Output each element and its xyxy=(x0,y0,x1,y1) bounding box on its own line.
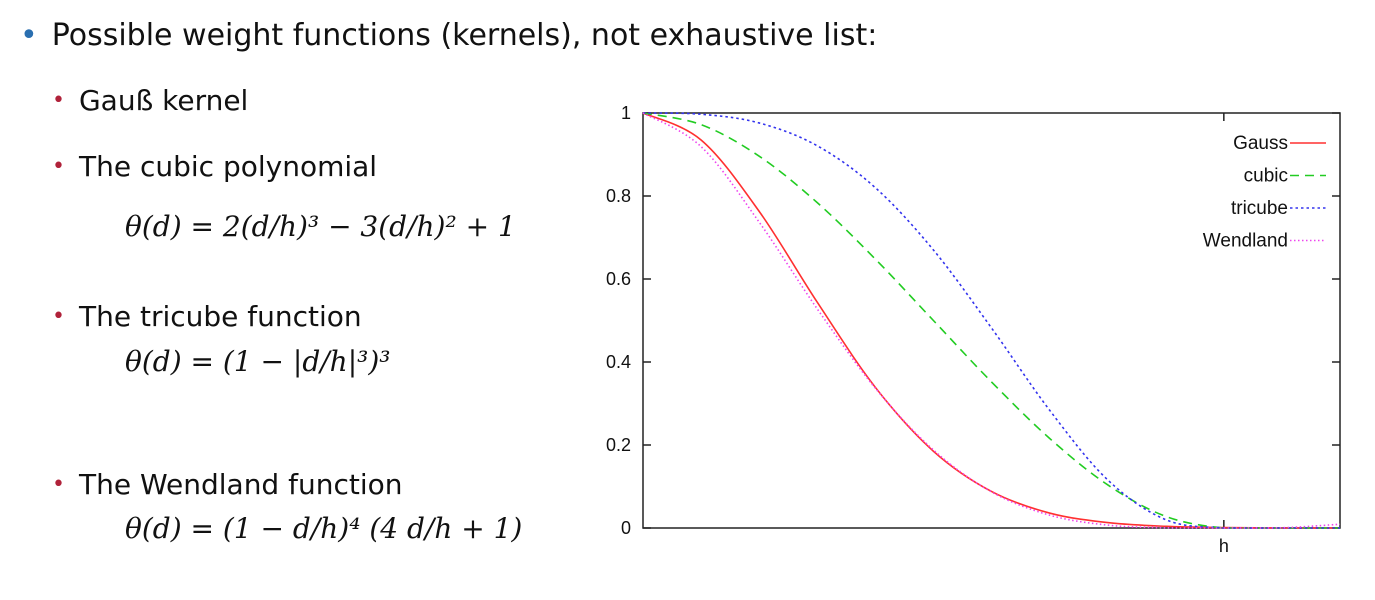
series-line-cubic xyxy=(642,112,1340,529)
y-tick-label: 0.4 xyxy=(606,352,631,372)
series-line-gauss xyxy=(642,112,1340,529)
heading: Possible weight functions (kernels), not… xyxy=(51,18,878,53)
item-label: The cubic polynomial xyxy=(78,150,378,183)
item-label: The tricube function xyxy=(78,300,362,333)
y-tick-label: 1 xyxy=(621,103,631,123)
y-tick-label: 0.6 xyxy=(606,269,631,289)
bullet-icon: • xyxy=(52,472,65,497)
item-wendland: • The Wendland function xyxy=(52,468,403,501)
legend-label-cubic: cubic xyxy=(1244,166,1288,187)
item-gauss: • Gauß kernel xyxy=(52,84,248,117)
item-label: Gauß kernel xyxy=(78,84,249,117)
formula-tricube: θ(d) = (1 − |d/h|³)³ xyxy=(125,345,391,378)
bullet-icon: • xyxy=(52,154,65,179)
series-line-wendland xyxy=(642,112,1341,529)
item-tricube: • The tricube function xyxy=(52,300,362,333)
y-tick-label: 0.2 xyxy=(606,435,631,455)
legend-label-tricube: tricube xyxy=(1231,198,1288,219)
item-cubic: • The cubic polynomial xyxy=(52,150,377,183)
legend-label-wendland: Wendland xyxy=(1203,231,1288,252)
y-tick-label: 0.8 xyxy=(606,186,631,206)
x-tick-label: h xyxy=(1219,536,1229,556)
formula-cubic: θ(d) = 2(d/h)³ − 3(d/h)² + 1 xyxy=(125,210,516,243)
bullet-icon: • xyxy=(20,18,38,53)
y-tick-label: 0 xyxy=(621,518,631,538)
legend-label-gauss: Gauss xyxy=(1233,133,1288,154)
bullet-icon: • xyxy=(52,88,65,113)
series-line-tricube xyxy=(642,112,1340,529)
formula-wendland: θ(d) = (1 − d/h)⁴ (4 d/h + 1) xyxy=(125,512,523,545)
item-label: The Wendland function xyxy=(78,468,403,501)
bullet-icon: • xyxy=(52,304,65,329)
heading-bullet: • Possible weight functions (kernels), no… xyxy=(20,18,877,53)
plot-frame xyxy=(642,112,1341,529)
